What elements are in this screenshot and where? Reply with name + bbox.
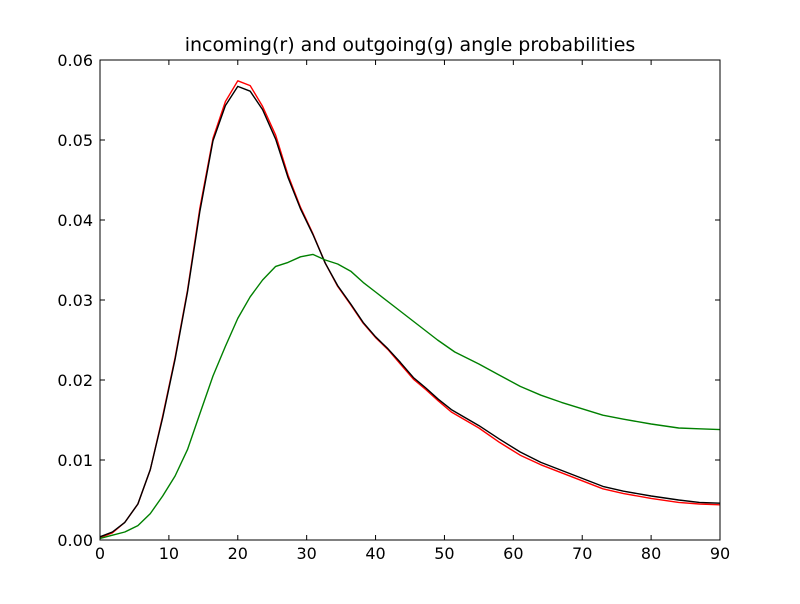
y-tick-label: 0.04 xyxy=(57,211,93,230)
x-tick-label: 20 xyxy=(228,544,248,563)
plot-lines xyxy=(99,80,721,540)
x-tick-label: 80 xyxy=(641,544,661,563)
y-tick-label: 0.05 xyxy=(57,131,93,150)
x-tick-label: 50 xyxy=(434,544,454,563)
x-tick-label: 60 xyxy=(503,544,523,563)
x-tick-label: 10 xyxy=(159,544,179,563)
axis-ticks: 0 10 20 30 40 50 60 70 80 90 0.00 0.01 0.02 0.03 0.04 0… xyxy=(57,51,730,563)
chart-title: incoming(r) and outgoing(g) angle probab… xyxy=(184,34,636,56)
y-tick-label: 0.03 xyxy=(57,291,93,310)
series-line-0 xyxy=(99,80,721,539)
x-tick-label: 0 xyxy=(95,544,105,563)
x-tick-label: 30 xyxy=(296,544,316,563)
y-tick-label: 0.01 xyxy=(57,451,93,470)
series-line-2 xyxy=(99,253,721,540)
y-tick-label: 0.00 xyxy=(57,531,93,550)
y-tick-label: 0.06 xyxy=(57,51,93,70)
y-tick-label: 0.02 xyxy=(57,371,93,390)
x-tick-label: 40 xyxy=(365,544,385,563)
series-line-1 xyxy=(99,85,721,538)
x-tick-label: 70 xyxy=(572,544,592,563)
plot-frame xyxy=(99,59,721,541)
x-tick-label: 90 xyxy=(710,544,730,563)
